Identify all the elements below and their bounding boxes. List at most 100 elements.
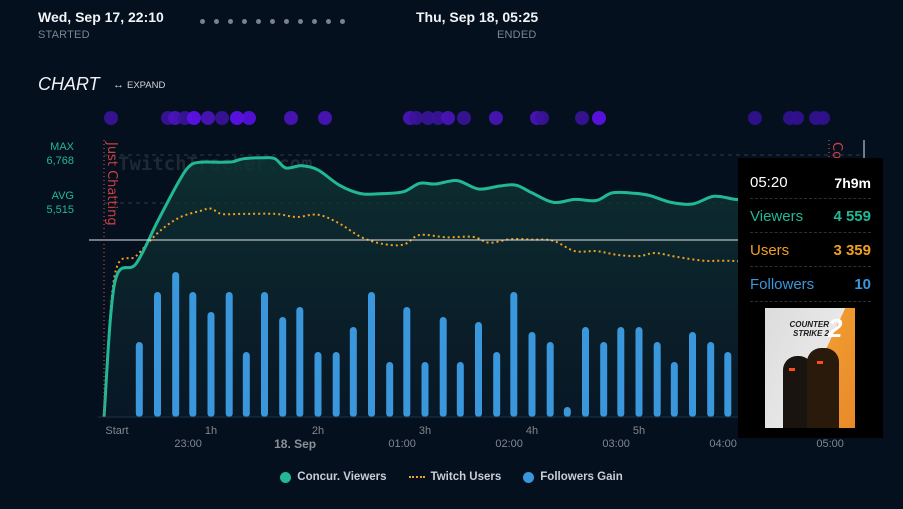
activity-dot[interactable] (409, 111, 423, 125)
x-tick-clock: 02:00 (495, 438, 523, 450)
followers-bar (154, 292, 161, 417)
x-tick-elapsed: 4h (525, 425, 539, 437)
hover-tooltip: 05:20 7h9m Viewers 4 559 Users 3 359 Fol… (738, 158, 883, 438)
activity-dot[interactable] (816, 111, 830, 125)
expand-button[interactable]: ↔ EXPAND (113, 79, 165, 91)
left-right-arrow-icon: ↔ (113, 79, 124, 91)
legend-followers[interactable]: Followers Gain (523, 471, 623, 483)
followers-bar (528, 332, 536, 417)
followers-bar (368, 292, 375, 417)
legend-users-dotted-line-icon (408, 476, 425, 478)
tooltip-viewers-value: 4 559 (833, 208, 871, 225)
activity-dot[interactable] (748, 111, 762, 125)
followers-bar (456, 362, 464, 417)
chart-legend: Concur. Viewers Twitch Users Followers G… (0, 471, 903, 483)
followers-bar (653, 342, 661, 417)
avg-label: AVG 5,515 (36, 189, 74, 217)
max-value: 6,768 (46, 155, 74, 167)
activity-dot[interactable] (242, 111, 256, 125)
tooltip-users-label: Users (750, 242, 790, 259)
activity-dot[interactable] (421, 111, 435, 125)
followers-bar (135, 342, 143, 417)
activity-dot[interactable] (592, 111, 606, 125)
tooltip-time: 05:20 (750, 174, 788, 191)
activity-dot[interactable] (168, 111, 182, 125)
x-tick-clock: 04:00 (709, 438, 737, 450)
activity-dot[interactable] (441, 111, 455, 125)
followers-bar (635, 327, 643, 417)
viewers-area (104, 157, 866, 417)
followers-bar (546, 342, 554, 417)
stream-start-time: Wed, Sep 17, 22:10 (38, 9, 164, 25)
activity-dot[interactable] (230, 111, 244, 125)
followers-bar (670, 362, 678, 417)
legend-viewers-dot-icon (280, 471, 292, 483)
tooltip-followers-label: Followers (750, 276, 815, 293)
x-tick-clock: 18. Sep (274, 437, 317, 451)
x-tick-elapsed: 3h (418, 425, 432, 437)
activity-dot[interactable] (535, 111, 549, 125)
tooltip-followers-value: 10 (854, 276, 871, 293)
legend-followers-label: Followers Gain (540, 471, 623, 483)
activity-strip (104, 111, 830, 125)
followers-bar (189, 292, 197, 417)
followers-bar (314, 352, 322, 417)
legend-viewers-label: Concur. Viewers (297, 471, 387, 483)
followers-bar (510, 292, 518, 417)
followers-bar (242, 352, 250, 417)
followers-bar (600, 342, 608, 417)
legend-users[interactable]: Twitch Users (408, 471, 501, 483)
activity-dot[interactable] (104, 111, 118, 125)
followers-bar (421, 362, 429, 417)
expand-label: EXPAND (127, 79, 166, 91)
x-tick-clock: 23:00 (174, 438, 202, 450)
x-tick-elapsed: 5h (632, 425, 646, 437)
followers-bar (689, 332, 696, 417)
followers-bars (135, 272, 732, 417)
followers-bar (563, 407, 571, 417)
x-tick-clock: 01:00 (388, 438, 416, 450)
followers-bar (172, 272, 180, 417)
activity-dot[interactable] (215, 111, 229, 125)
followers-bar (207, 312, 215, 417)
activity-dot[interactable] (457, 111, 471, 125)
followers-bar (279, 317, 287, 417)
followers-bar (386, 362, 394, 417)
tooltip-viewers-label: Viewers (750, 208, 804, 225)
followers-bar (261, 292, 268, 417)
max-title: MAX (50, 141, 74, 153)
activity-dot[interactable] (431, 111, 445, 125)
x-tick-clock: 05:00 (816, 438, 844, 450)
avg-value: 5,515 (46, 204, 74, 216)
activity-dot[interactable] (318, 111, 332, 125)
x-tick-elapsed: 2h (311, 425, 325, 437)
followers-bar (349, 327, 357, 417)
x-tick-elapsed: Start (105, 425, 129, 437)
followers-bar (296, 307, 304, 417)
followers-bar (332, 352, 340, 417)
activity-dot[interactable] (201, 111, 215, 125)
legend-viewers[interactable]: Concur. Viewers (280, 471, 387, 483)
followers-bar (439, 317, 447, 417)
tooltip-users-value: 3 359 (833, 242, 871, 259)
activity-dot[interactable] (284, 111, 298, 125)
activity-dot[interactable] (575, 111, 589, 125)
followers-bar (617, 327, 625, 417)
stream-start-label: STARTED (38, 29, 90, 41)
followers-bar (403, 307, 411, 417)
activity-dot[interactable] (790, 111, 804, 125)
followers-bar (225, 292, 233, 417)
followers-bar (724, 352, 732, 417)
chart-title: CHART (38, 74, 100, 94)
game-cover-image: COUNTER STRIKE 2 2 (765, 308, 855, 428)
stream-end-label: ENDED (497, 29, 537, 41)
timeline-dots (200, 19, 345, 24)
followers-bar (475, 322, 482, 417)
x-tick-clock: 03:00 (602, 438, 630, 450)
followers-bar (582, 327, 589, 417)
x-tick-elapsed: 1h (204, 425, 218, 437)
max-label: MAX 6,768 (36, 140, 74, 168)
activity-dot[interactable] (489, 111, 503, 125)
activity-dot[interactable] (187, 111, 201, 125)
